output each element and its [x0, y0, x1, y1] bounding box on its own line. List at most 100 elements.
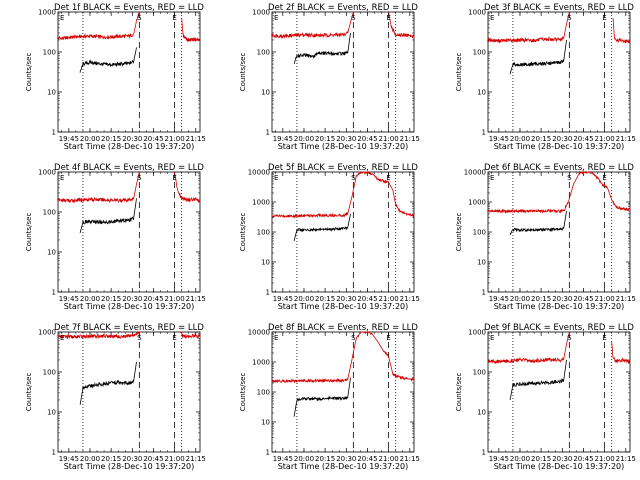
lld-series-line [271, 11, 354, 39]
y-tick-label: 10000 [248, 169, 270, 177]
y-axis-label: Counts/sec [239, 373, 247, 412]
x-axis-label: Start Time (28-Dec-10 19:37:20) [278, 462, 409, 471]
lld-series-line [174, 171, 201, 204]
x-tick-label: 20:00 [294, 295, 314, 303]
x-tick-label: 20:30 [122, 455, 142, 463]
y-tick-label: 10 [477, 89, 486, 97]
plot-frame [487, 331, 631, 453]
plot-frame [271, 331, 415, 453]
marker-e: E [172, 334, 176, 342]
x-tick-label: 21:15 [616, 135, 636, 143]
x-tick-label: 21:15 [616, 295, 636, 303]
x-tick-label: 20:30 [122, 295, 142, 303]
y-axis-label: Counts/sec [25, 373, 33, 412]
panel-title: Det 8f BLACK = Events, RED = LLD [268, 323, 418, 333]
y-axis-label: Counts/sec [455, 213, 463, 252]
y-tick-label: 1000 [38, 169, 56, 177]
panel-title: Det 6f BLACK = Events, RED = LLD [484, 163, 634, 173]
plot-frame [487, 171, 631, 293]
detector-panel-2: Det 2f BLACK = Events, RED = LLD 1 10 100 10… [239, 3, 420, 151]
x-tick-label: 20:00 [294, 455, 314, 463]
x-tick-label: 20:00 [510, 455, 530, 463]
marker-s: S [567, 334, 572, 342]
y-tick-label: 100 [473, 369, 486, 377]
detector-panel-7: Det 7f BLACK = Events, RED = LLD 1 10 100 10… [25, 323, 206, 471]
x-tick-label: 20:15 [315, 455, 335, 463]
lld-series-line [487, 331, 570, 365]
x-tick-label: 20:00 [80, 455, 100, 463]
y-tick-label: 10 [261, 259, 270, 267]
x-tick-label: 20:30 [336, 135, 356, 143]
x-tick-label: 21:00 [595, 295, 615, 303]
x-axis-label: Start Time (28-Dec-10 19:37:20) [64, 142, 195, 151]
x-tick-label: 20:00 [80, 135, 100, 143]
y-axis-label: Counts/sec [25, 213, 33, 252]
lld-series-line [57, 171, 140, 204]
panel-title: Det 7f BLACK = Events, RED = LLD [54, 323, 204, 333]
marker-e: E [172, 14, 176, 22]
x-axis-label: Start Time (28-Dec-10 19:37:20) [494, 462, 625, 471]
x-tick-label: 21:00 [379, 295, 399, 303]
events-series-line [293, 377, 351, 417]
x-tick-label: 20:00 [80, 295, 100, 303]
y-tick-label: 100 [473, 49, 486, 57]
x-tick-label: 20:45 [143, 455, 163, 463]
y-tick-label: 100 [43, 49, 56, 57]
panel-title: Det 4f BLACK = Events, RED = LLD [54, 163, 204, 173]
marker-e: E [602, 334, 606, 342]
x-tick-label: 21:15 [400, 135, 420, 143]
y-tick-label: 10 [261, 419, 270, 427]
lld-series-line [57, 11, 140, 41]
detector-panel-4: Det 4f BLACK = Events, RED = LLD 1 10 100 10… [25, 163, 206, 311]
y-tick-label: 1 [482, 289, 486, 297]
y-tick-label: 10 [261, 89, 270, 97]
events-series-line [509, 359, 567, 401]
x-tick-label: 20:45 [357, 295, 377, 303]
marker-start-e: E [274, 174, 278, 182]
detector-panel-5: Det 5f BLACK = Events, RED = LLD 1 10 100 10… [239, 163, 420, 311]
marker-e: E [602, 14, 606, 22]
lld-series-line [612, 18, 631, 44]
detector-panel-8: Det 8f BLACK = Events, RED = LLD 1 10 100 10… [239, 323, 420, 471]
marker-start-e: E [490, 174, 494, 182]
x-tick-label: 21:15 [400, 455, 420, 463]
x-tick-label: 21:00 [379, 135, 399, 143]
x-tick-label: 20:45 [357, 135, 377, 143]
x-tick-label: 21:15 [186, 135, 206, 143]
x-axis-label: Start Time (28-Dec-10 19:37:20) [494, 302, 625, 311]
x-tick-label: 20:15 [101, 135, 121, 143]
y-tick-label: 1 [482, 449, 486, 457]
lld-series-line [388, 11, 415, 39]
x-axis-label: Start Time (28-Dec-10 19:37:20) [278, 302, 409, 311]
y-tick-label: 1 [52, 289, 56, 297]
x-tick-label: 20:15 [101, 295, 121, 303]
x-tick-label: 20:30 [552, 135, 572, 143]
y-axis-label: Counts/sec [239, 53, 247, 92]
y-tick-label: 10 [477, 409, 486, 417]
x-axis-label: Start Time (28-Dec-10 19:37:20) [64, 302, 195, 311]
y-tick-label: 1 [266, 129, 270, 137]
marker-start-e: E [60, 174, 64, 182]
marker-start-e: E [274, 14, 278, 22]
y-tick-label: 1000 [38, 9, 56, 17]
marker-s: S [351, 174, 356, 182]
y-tick-label: 10000 [464, 169, 486, 177]
lld-series-line [271, 171, 415, 219]
y-tick-label: 1000 [252, 199, 270, 207]
x-tick-label: 20:45 [573, 455, 593, 463]
detector-panel-9: Det 9f BLACK = Events, RED = LLD 1 10 100 10… [455, 323, 636, 471]
marker-e: E [386, 14, 390, 22]
plot-frame [57, 11, 201, 133]
marker-s: S [137, 334, 142, 342]
y-tick-label: 1000 [252, 359, 270, 367]
x-tick-label: 19:45 [489, 295, 509, 303]
lld-series-line [57, 330, 140, 340]
x-tick-label: 20:30 [552, 455, 572, 463]
y-tick-label: 1000 [468, 9, 486, 17]
x-tick-label: 19:45 [59, 135, 79, 143]
y-tick-label: 1 [266, 289, 270, 297]
y-axis-label: Counts/sec [455, 373, 463, 412]
x-tick-label: 20:00 [294, 135, 314, 143]
x-tick-label: 19:45 [489, 455, 509, 463]
plot-frame [57, 331, 201, 453]
